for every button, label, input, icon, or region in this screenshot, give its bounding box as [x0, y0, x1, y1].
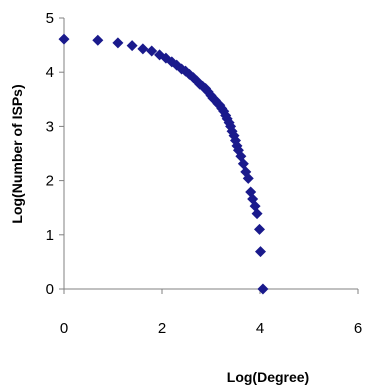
data-point	[58, 33, 70, 45]
x-tick-label: 6	[354, 320, 362, 337]
data-point	[251, 208, 263, 220]
data-points	[58, 33, 269, 295]
y-ticks: 0 1 2 3 4 5	[46, 10, 64, 298]
x-ticks: 0 2 4 6	[60, 289, 362, 337]
data-point	[254, 223, 266, 235]
y-tick-label: 5	[46, 10, 54, 27]
x-tick-label: 4	[256, 320, 264, 337]
data-point	[257, 283, 269, 295]
data-point	[126, 40, 138, 52]
data-point	[146, 45, 158, 57]
y-tick-label: 2	[46, 173, 54, 190]
x-tick-label: 2	[158, 320, 166, 337]
y-tick-label: 3	[46, 118, 54, 135]
y-axis-title: Log(Number of ISPs)	[9, 84, 25, 223]
axes	[63, 18, 358, 290]
x-axis-title: Log(Degree)	[227, 369, 309, 385]
x-tick-label: 0	[60, 320, 68, 337]
y-tick-label: 1	[46, 227, 54, 244]
y-tick-label: 4	[46, 64, 54, 81]
y-tick-label: 0	[46, 281, 54, 298]
data-point	[137, 43, 149, 55]
data-point	[112, 37, 124, 49]
data-point	[237, 158, 249, 170]
data-point	[92, 34, 104, 46]
data-point	[242, 172, 254, 184]
data-point	[249, 200, 261, 212]
data-point	[254, 246, 266, 258]
